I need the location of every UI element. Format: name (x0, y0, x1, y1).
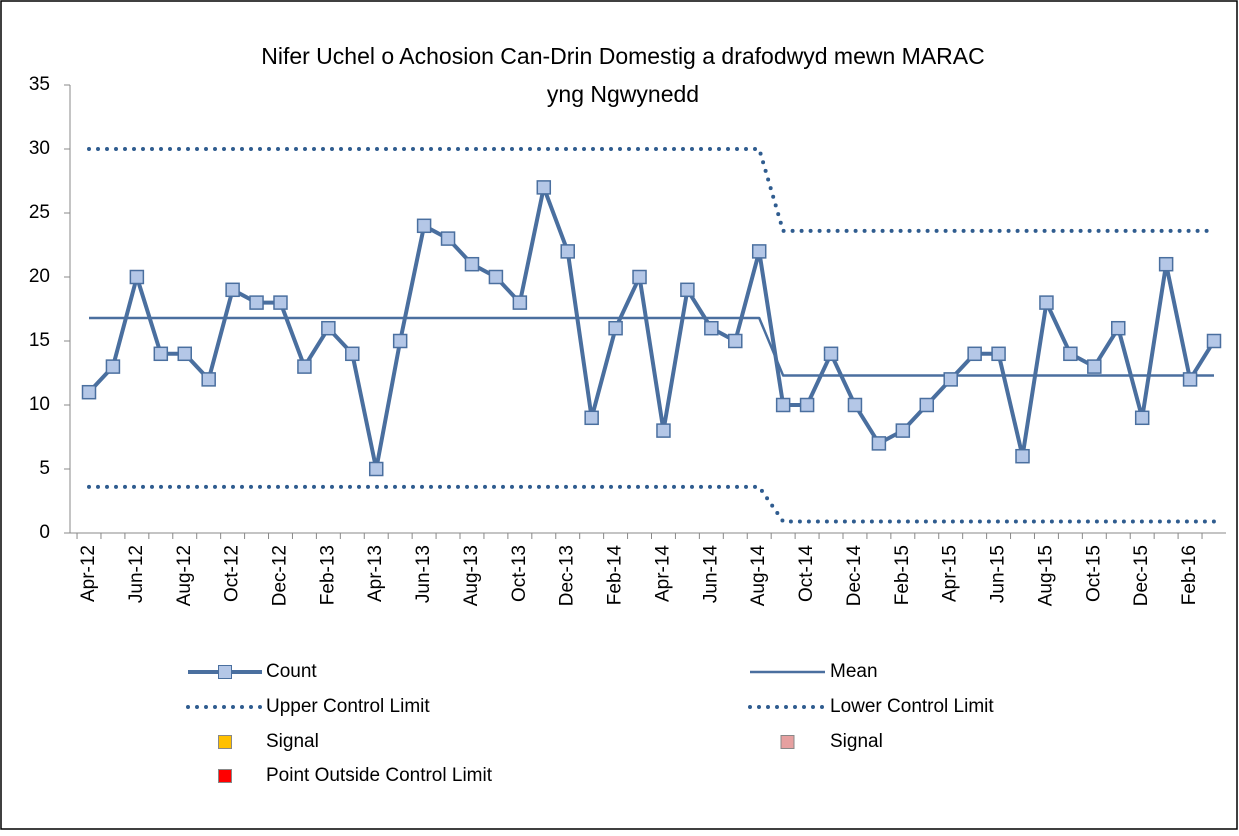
x-tick-label: Dec-12 (270, 545, 291, 606)
data-point (1158, 256, 1174, 272)
x-tick-label: Oct-15 (1083, 545, 1104, 602)
legend-label: Signal (830, 731, 883, 752)
data-point (967, 346, 982, 362)
data-point (1063, 346, 1078, 362)
legend-label: Upper Control Limit (266, 696, 430, 717)
data-point (249, 295, 264, 310)
series-line (87, 484, 1216, 524)
data-point (488, 269, 504, 285)
data-point (751, 244, 767, 259)
data-point (775, 397, 791, 413)
data-point (1206, 333, 1222, 349)
data-point (321, 320, 336, 336)
legend-marker (218, 735, 232, 749)
y-tick-label: 25 (29, 202, 50, 223)
x-tick-label: Apr-14 (652, 545, 673, 602)
data-point (991, 346, 1006, 362)
data-point (201, 372, 216, 387)
x-tick-label: Feb-15 (892, 545, 913, 605)
data-point (1087, 359, 1102, 374)
legend-label: Count (266, 661, 317, 682)
chart-title: yng Ngwynedd (547, 81, 699, 107)
y-tick-label: 0 (39, 522, 50, 543)
data-point (273, 295, 288, 310)
data-point (225, 282, 240, 298)
chart-title: Nifer Uchel o Achosion Can-Drin Domestig… (261, 43, 985, 69)
legend-marker (780, 735, 795, 749)
x-tick-label: Aug-13 (461, 545, 482, 606)
x-tick-label: Apr-12 (78, 545, 99, 602)
data-point (512, 295, 528, 310)
x-tick-label: Feb-14 (605, 545, 626, 606)
x-tick-label: Oct-12 (222, 545, 243, 602)
data-point (153, 346, 169, 362)
data-point (799, 397, 815, 413)
x-tick-label: Dec-13 (557, 545, 578, 606)
legend-label: Mean (830, 661, 878, 682)
data-point (105, 359, 121, 374)
data-point (297, 359, 312, 374)
legend-marker (218, 769, 232, 783)
data-point (895, 423, 911, 438)
data-point (608, 320, 623, 336)
data-point (536, 180, 552, 195)
x-tick-label: Aug-15 (1035, 545, 1056, 606)
data-point (440, 231, 456, 246)
data-point (656, 423, 671, 438)
data-point (345, 346, 360, 362)
data-point (560, 244, 575, 259)
x-tick-label: Oct-14 (796, 545, 817, 602)
data-point (129, 269, 145, 285)
x-tick-label: Jun-14 (700, 545, 721, 604)
data-point (823, 346, 839, 362)
x-tick-label: Jun-13 (413, 545, 434, 603)
series-line (87, 147, 1216, 233)
x-tick-label: Aug-14 (748, 545, 769, 607)
data-point (919, 397, 935, 413)
data-point (416, 218, 432, 234)
data-point (847, 397, 863, 413)
data-point (368, 461, 384, 477)
legend-marker (218, 665, 232, 679)
data-point (392, 333, 408, 349)
data-point (584, 410, 599, 426)
x-tick-label: Dec-14 (844, 545, 865, 607)
y-tick-label: 5 (39, 458, 50, 479)
data-point (632, 269, 647, 285)
x-tick-label: Feb-16 (1179, 545, 1200, 605)
x-tick-label: Apr-13 (365, 545, 386, 602)
data-point (1015, 448, 1030, 464)
legend-label: Lower Control Limit (830, 696, 994, 717)
y-tick-label: 15 (29, 330, 50, 351)
legend-label: Signal (266, 731, 319, 752)
data-point (943, 372, 958, 387)
data-point (871, 436, 887, 451)
x-tick-label: Dec-15 (1131, 545, 1152, 606)
data-point (177, 346, 192, 362)
y-tick-label: 30 (29, 138, 50, 159)
data-point (1134, 410, 1150, 426)
x-tick-label: Apr-15 (940, 545, 961, 602)
data-point (81, 384, 97, 400)
data-point (728, 333, 743, 349)
data-point (1039, 295, 1054, 310)
y-tick-label: 10 (29, 394, 50, 415)
y-tick-label: 35 (29, 74, 50, 95)
x-tick-label: Jun-12 (126, 545, 147, 603)
data-point (1182, 372, 1198, 387)
data-point (704, 320, 719, 336)
x-tick-label: Feb-13 (317, 545, 338, 605)
series-line (89, 316, 1214, 377)
y-tick-label: 20 (29, 266, 50, 287)
x-tick-label: Aug-12 (174, 545, 195, 606)
data-point (1111, 320, 1126, 336)
x-tick-label: Jun-15 (988, 545, 1009, 603)
legend-label: Point Outside Control Limit (266, 765, 493, 786)
x-tick-label: Oct-13 (509, 545, 530, 602)
data-point (680, 282, 695, 298)
data-point (464, 256, 480, 272)
